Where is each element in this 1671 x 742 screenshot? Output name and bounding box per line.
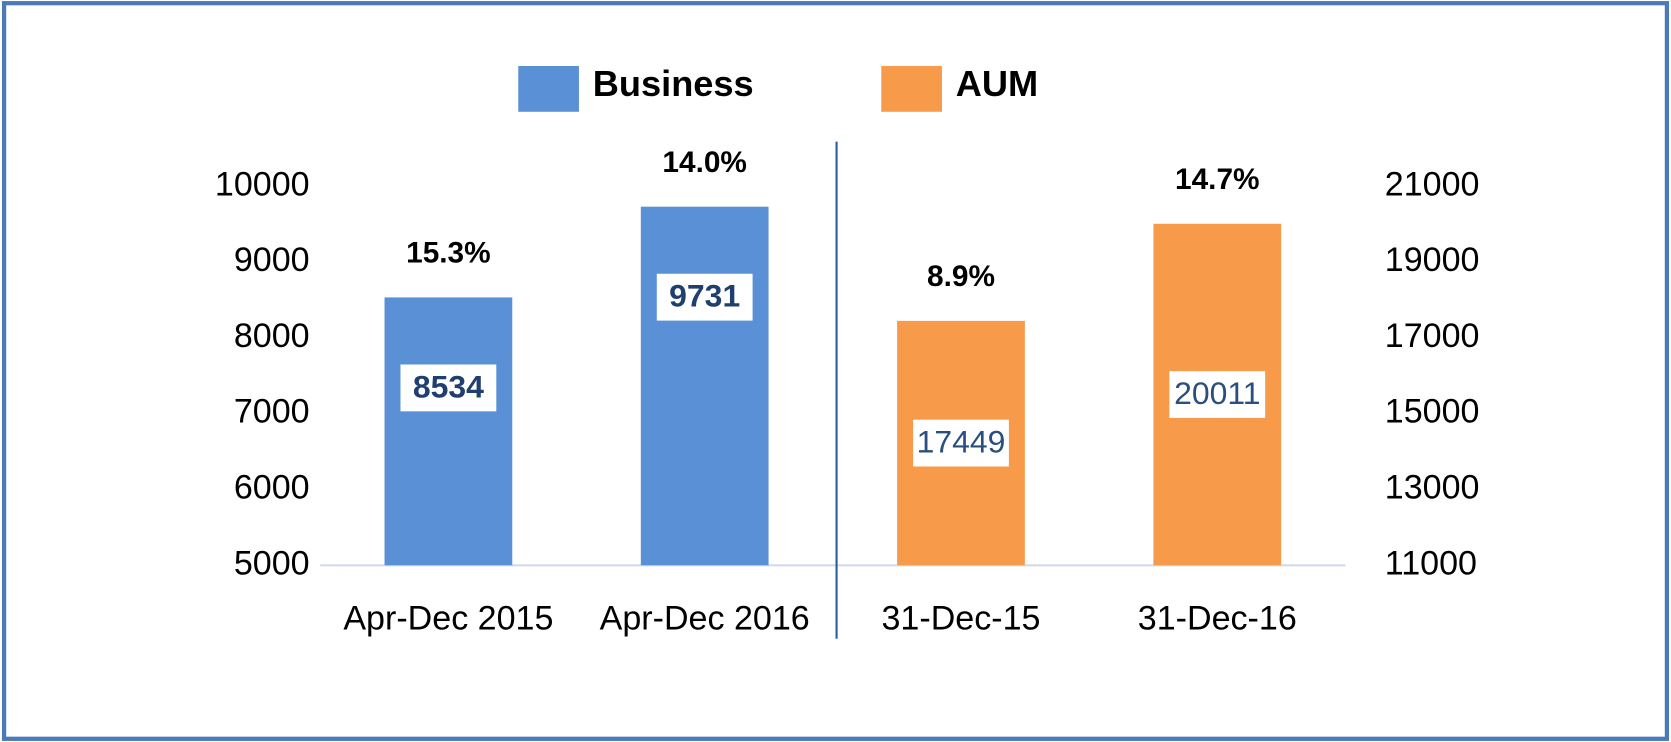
legend-label: AUM [956,63,1038,104]
data-label-box [400,364,497,412]
y-tick-label: 10000 [215,165,310,203]
growth-label: 14.7% [1175,163,1260,196]
x-tick-label: 31-Dec-16 [1138,600,1297,638]
y2-tick-label: 11000 [1385,544,1477,582]
data-label: 8534 [413,368,484,404]
bar [384,297,513,566]
data-label: 9731 [669,278,740,314]
y2-tick-label: 21000 [1385,165,1480,203]
y2-tick-label: 19000 [1385,241,1480,279]
bar [640,206,769,566]
legend-swatch [518,66,579,112]
data-label: 17449 [917,424,1006,460]
data-label: 20011 [1174,375,1260,411]
x-tick-label: 31-Dec-15 [882,600,1041,638]
x-tick-label: Apr-Dec 2015 [343,600,553,638]
data-label-box [656,273,753,321]
growth-label: 15.3% [406,237,491,270]
legend-label: Business [593,63,754,104]
y2-tick-label: 15000 [1385,393,1480,431]
legend-swatch [881,66,942,112]
y2-tick-label: 13000 [1385,468,1480,506]
y-tick-label: 5000 [234,544,310,582]
y-tick-label: 9000 [234,241,310,279]
growth-label: 8.9% [927,260,995,293]
y-tick-label: 8000 [234,317,310,355]
x-tick-label: Apr-Dec 2016 [600,600,810,638]
data-label-box [1169,371,1266,418]
y-tick-label: 6000 [234,468,310,506]
growth-label: 14.0% [662,146,746,179]
data-label-box [913,419,1009,467]
y2-tick-label: 17000 [1385,317,1480,355]
y-tick-label: 7000 [234,393,310,431]
